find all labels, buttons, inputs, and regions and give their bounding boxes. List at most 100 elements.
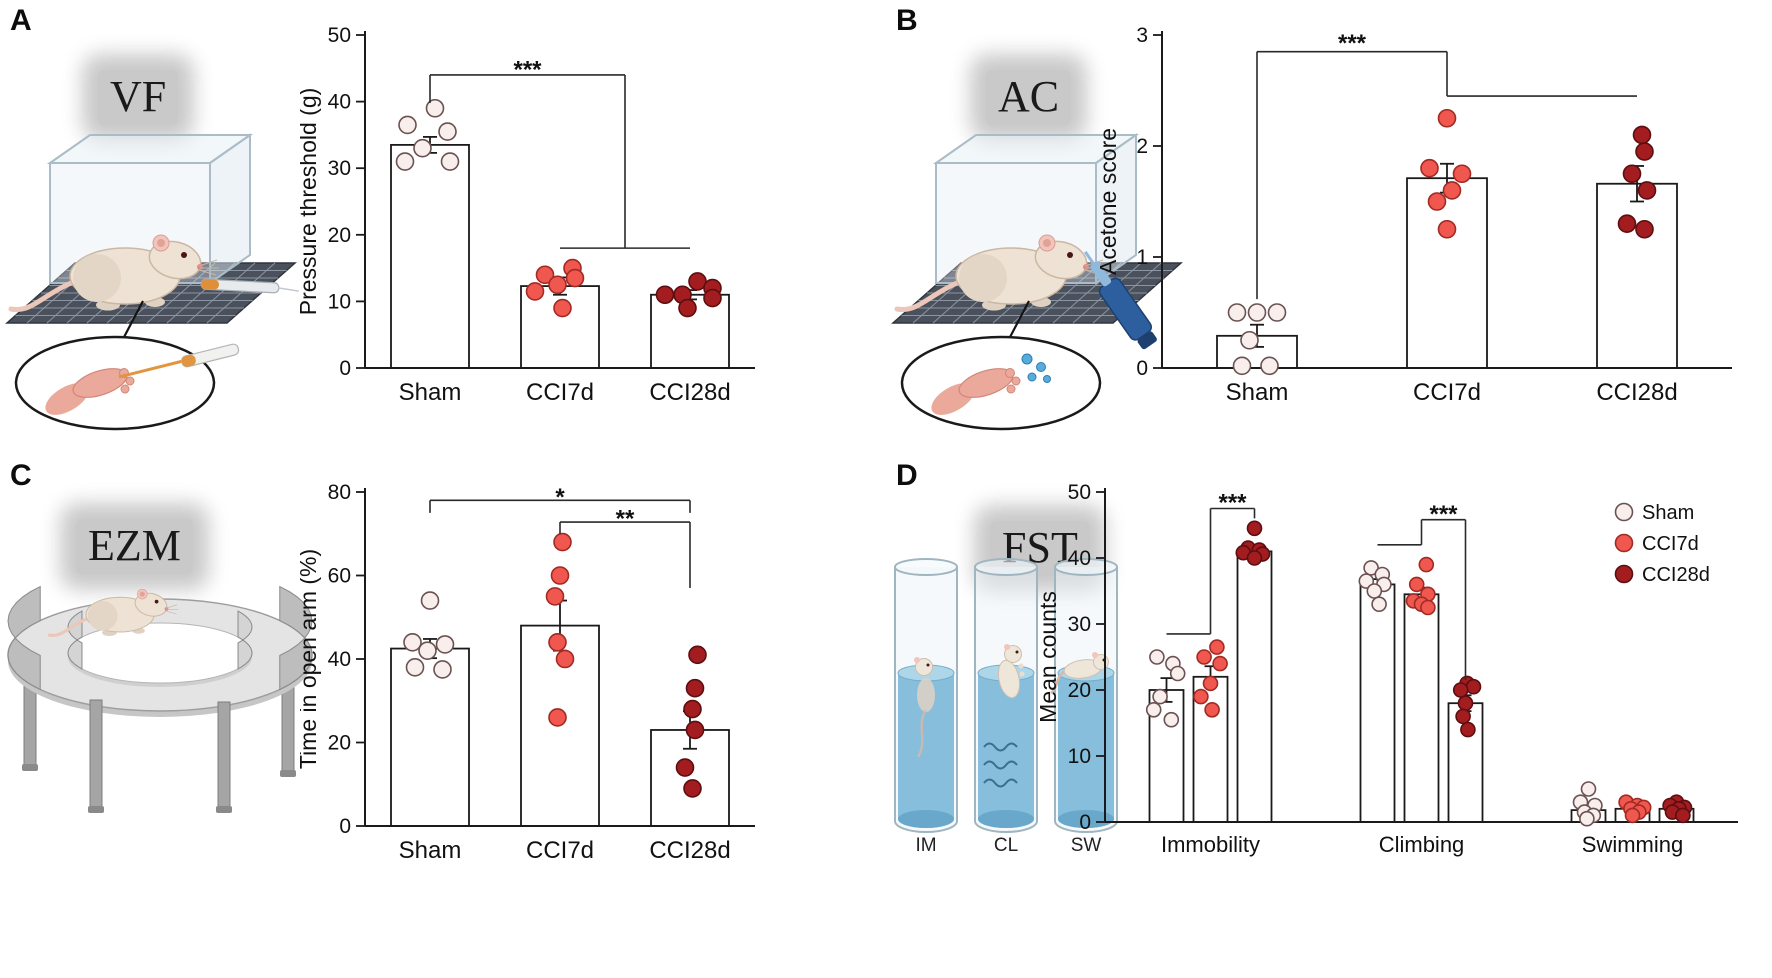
elevated-zero-maze-scene <box>7 585 313 813</box>
maze-wall <box>237 610 253 670</box>
rat-body-underwater <box>917 678 935 712</box>
data-point-cci28d <box>1617 214 1637 233</box>
rat <box>8 234 219 313</box>
data-point-sham <box>398 115 417 135</box>
rat-eye <box>1067 252 1073 258</box>
data-point-cci28d <box>678 298 697 318</box>
y-tick-label: 1 <box>1136 246 1148 269</box>
y-tick-label: 80 <box>328 481 351 504</box>
maze-foot <box>280 770 296 777</box>
water <box>1058 673 1114 828</box>
data-point-sham <box>1227 303 1247 322</box>
y-tick-label: 60 <box>328 565 351 588</box>
data-point-sham <box>420 591 440 610</box>
data-point-sham <box>435 635 455 654</box>
maze-leg <box>217 701 231 813</box>
data-point-sham <box>1240 330 1259 350</box>
cylinder-label-climbing: CL <box>993 835 1019 856</box>
data-point-cci28d <box>1675 807 1691 824</box>
rat-whisker <box>198 269 217 276</box>
data-point-sham <box>1169 665 1186 682</box>
rat-eye <box>154 599 159 604</box>
rat-eye <box>1015 650 1019 654</box>
handle-collar <box>181 354 196 367</box>
acetone-scene <box>891 133 1183 431</box>
data-point-sham <box>1580 781 1597 797</box>
maze-foot <box>88 806 104 813</box>
pressure-threshold-chart: 0 10 20 30 40 50 Pressure threshold (g) Sham CCI… <box>295 5 845 470</box>
y-tick-label: 0 <box>339 357 351 380</box>
rat-head <box>915 658 933 676</box>
data-point-cci28d <box>1635 219 1654 239</box>
acetone-test-illustration <box>891 115 1191 445</box>
mesh-line <box>1032 262 1102 324</box>
data-point-sham <box>1366 583 1383 599</box>
data-point-cci28d <box>1465 678 1482 695</box>
rat-ear <box>1004 644 1010 650</box>
rat <box>47 588 179 637</box>
data-point-sham <box>1363 560 1379 576</box>
data-point-cci7d <box>548 633 567 652</box>
rat-head <box>1004 645 1022 663</box>
data-point-cci7d <box>1408 576 1425 593</box>
rod-tip <box>201 279 220 290</box>
bar-climbing-cci7d <box>1403 593 1440 823</box>
filament-handle <box>181 343 240 368</box>
data-point-sham <box>1145 702 1162 718</box>
glass-outline <box>894 567 958 833</box>
wave-line <box>983 760 1018 770</box>
filament <box>118 359 184 379</box>
paw-toe <box>1005 368 1015 378</box>
data-point-sham <box>433 660 452 679</box>
panel-label-d: D <box>896 459 918 492</box>
y-tick-label: 20 <box>328 224 351 247</box>
sprayer-tip <box>1090 261 1112 287</box>
swim-cylinder-swimming <box>1050 558 1118 833</box>
x-category-label: CCI28d <box>649 837 730 864</box>
data-point-cci28d <box>675 758 695 777</box>
data-point-sham <box>403 633 422 652</box>
panel-label-c: C <box>10 459 32 492</box>
acetone-sprayer <box>1084 250 1157 350</box>
chart-svg-C: 0 20 40 60 80 Time in open arm (%) Sham CCI7d CC… <box>295 481 755 864</box>
rat-body <box>997 659 1021 699</box>
y-tick-label: 20 <box>328 732 351 755</box>
panel-B: B AC 0 1 2 3 Acetone score Sham CCI7d CCI28d *** <box>886 0 1772 455</box>
maze-leg <box>89 699 103 813</box>
data-point-cci7d <box>553 532 572 552</box>
significance-label: * <box>555 484 565 511</box>
bar-sham-sham <box>390 647 470 827</box>
data-point-cci7d <box>1212 655 1228 672</box>
y-tick-label: 3 <box>1136 24 1148 47</box>
data-point-cci28d <box>655 285 675 305</box>
rat-tail <box>916 709 928 758</box>
bar-sham-sham <box>390 143 470 369</box>
mesh-line <box>146 262 216 324</box>
rat-tail <box>1050 669 1066 694</box>
x-category-label: Sham <box>1226 379 1289 406</box>
data-point-sham <box>1232 356 1252 376</box>
data-point-cci7d <box>1437 108 1457 128</box>
panel-D: D FST IM CL SW 0 10 20 30 40 50 Mean counts Imm… <box>886 455 1772 978</box>
data-point-cci28d <box>683 699 702 719</box>
data-point-sham <box>395 152 415 171</box>
data-point-sham <box>1371 596 1387 612</box>
data-point-cci28d <box>1635 142 1654 161</box>
cylinder-top <box>974 558 1038 576</box>
data-point-cci7d <box>545 587 565 606</box>
data-point-cci7d <box>1452 164 1472 184</box>
maze-hole <box>67 622 253 684</box>
paw-inset <box>900 335 1102 431</box>
acetone-droplet <box>1027 372 1037 382</box>
maze-foot <box>216 806 232 813</box>
legend-label-cci28d: CCI28d <box>1642 564 1710 586</box>
y-tick-label: 0 <box>339 815 351 838</box>
acetone-score-chart: 0 1 2 3 Acetone score Sham CCI7d CCI28d *** <box>1092 5 1752 470</box>
cylinder-label-immobile: IM <box>915 835 937 856</box>
data-point-cci28d <box>1460 721 1476 738</box>
mesh-line <box>206 262 276 324</box>
chart-svg-A: 0 10 20 30 40 50 Pressure threshold (g) Sham CCI… <box>295 24 755 406</box>
data-point-cci28d <box>685 678 705 698</box>
x-category-label: Swimming <box>1582 832 1683 857</box>
chart-svg-B: 0 1 2 3 Acetone score Sham CCI7d CCI28d *** <box>1095 24 1732 406</box>
